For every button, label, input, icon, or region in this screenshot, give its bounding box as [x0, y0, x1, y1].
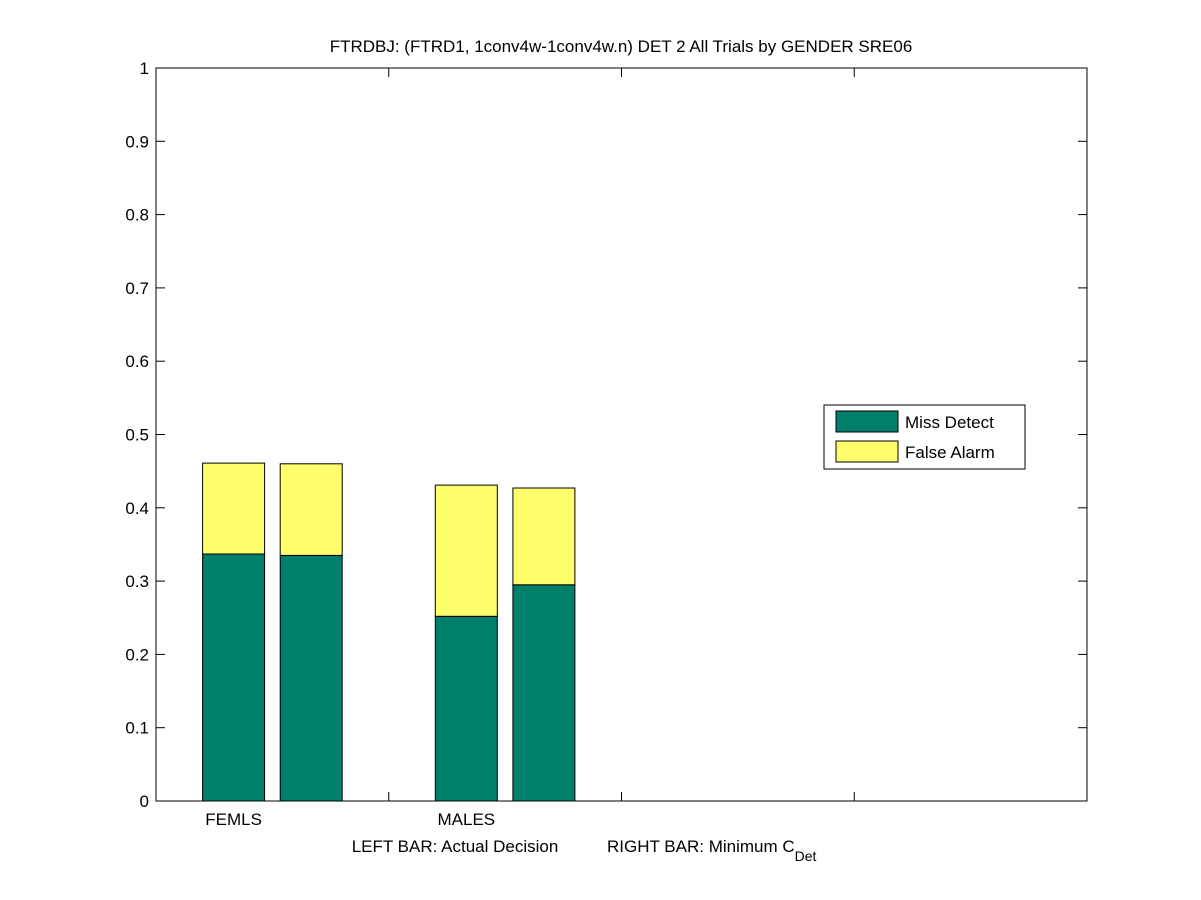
y-tick-label: 0.6: [125, 352, 149, 371]
y-tick-label: 0.5: [125, 426, 149, 445]
x-axis-label-right-subscript: Det: [795, 848, 817, 864]
x-axis-label-right: RIGHT BAR: Minimum CDet: [607, 837, 817, 864]
y-tick-label: 0.1: [125, 719, 149, 738]
y-tick-label: 0.7: [125, 279, 149, 298]
legend-swatch-miss-detect: [835, 410, 899, 433]
y-tick-label: 0.9: [125, 132, 149, 151]
legend-label-false-alarm: False Alarm: [905, 443, 995, 462]
x-tick-label-males: MALES: [438, 810, 496, 829]
axes-group: 0 0.1 0.2 0.3 0.4 0.5 0.6 0.7 0.8 0.9 1 FEMLS MALES: [125, 59, 1088, 829]
bar-males-right-false-alarm: [512, 487, 576, 586]
bar-femls-left-false-alarm: [202, 462, 266, 555]
x-tick-label-femls: FEMLS: [205, 810, 262, 829]
y-tick-label: 0.3: [125, 572, 149, 591]
y-tick-label: 0: [140, 792, 149, 811]
legend: Miss Detect False Alarm: [823, 404, 1026, 470]
bar-males-left-false-alarm: [434, 484, 498, 617]
x-axis-label-left: LEFT BAR: Actual Decision: [352, 837, 559, 856]
bar-femls-left-miss-detect: [202, 553, 266, 802]
bars-group: [202, 462, 576, 802]
chart-title: FTRDBJ: (FTRD1, 1conv4w-1conv4w.n) DET 2…: [330, 37, 913, 56]
legend-swatch-false-alarm: [835, 440, 899, 463]
bar-femls-right-miss-detect: [279, 554, 343, 802]
y-tick-label: 0.4: [125, 499, 149, 518]
legend-label-miss-detect: Miss Detect: [905, 413, 994, 432]
x-axis-label-right-prefix: RIGHT BAR: Minimum C: [607, 837, 795, 856]
y-tick-label: 1: [140, 59, 149, 78]
bar-males-right-miss-detect: [512, 584, 576, 802]
x-axis-label: LEFT BAR: Actual Decision RIGHT BAR: Min…: [352, 837, 817, 864]
bar-males-left-miss-detect: [434, 615, 498, 802]
y-tick-label: 0.2: [125, 645, 149, 664]
y-tick-label: 0.8: [125, 206, 149, 225]
bar-femls-right-false-alarm: [279, 463, 343, 556]
